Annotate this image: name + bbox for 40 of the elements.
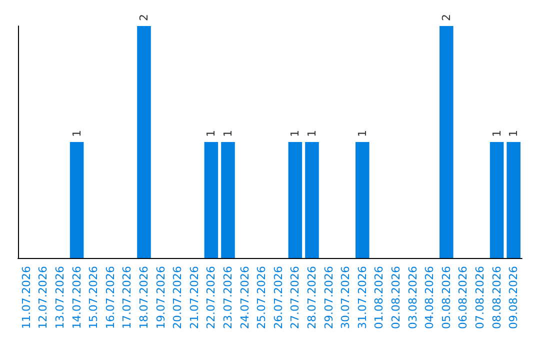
data-label: 2 bbox=[440, 14, 453, 21]
data-label: 2 bbox=[138, 14, 150, 21]
data-label: 1 bbox=[222, 130, 234, 138]
data-label: 1 bbox=[507, 130, 520, 138]
x-tick-label: 27.07.2026 bbox=[288, 266, 302, 330]
x-tick-label: 25.07.2026 bbox=[255, 266, 268, 330]
x-tick-label: 31.07.2026 bbox=[356, 266, 369, 330]
x-tick-label: 20.07.2026 bbox=[171, 266, 184, 330]
data-label: 1 bbox=[288, 130, 302, 138]
x-tick-label: 23.07.2026 bbox=[222, 266, 234, 330]
x-tick-label: 30.07.2026 bbox=[339, 266, 352, 330]
data-label: 1 bbox=[490, 130, 504, 138]
data-label: 1 bbox=[70, 130, 84, 138]
data-label: 1 bbox=[356, 130, 369, 138]
x-tick-label: 03.08.2026 bbox=[406, 266, 420, 330]
x-tick-label: 15.07.2026 bbox=[87, 266, 100, 330]
x-tick-label: 08.08.2026 bbox=[490, 266, 504, 330]
x-tick-label: 13.07.2026 bbox=[54, 266, 66, 330]
x-tick-label: 12.07.2026 bbox=[36, 266, 50, 330]
x-tick-label: 22.07.2026 bbox=[204, 266, 218, 330]
x-tick-label: 02.08.2026 bbox=[390, 266, 402, 330]
x-tick-label: 21.07.2026 bbox=[188, 266, 201, 330]
x-tick-label: 16.07.2026 bbox=[104, 266, 117, 330]
x-tick-label: 07.08.2026 bbox=[474, 266, 486, 330]
x-tick-label: 14.07.2026 bbox=[70, 266, 84, 330]
x-tick-label: 24.07.2026 bbox=[238, 266, 252, 330]
x-tick-label: 26.07.2026 bbox=[272, 266, 285, 330]
x-tick-label: 17.07.2026 bbox=[120, 266, 134, 330]
data-label: 1 bbox=[204, 130, 218, 138]
x-tick-label: 09.08.2026 bbox=[507, 266, 520, 330]
x-tick-label: 29.07.2026 bbox=[322, 266, 336, 330]
x-tick-label: 11.07.2026 bbox=[20, 266, 33, 330]
x-tick-label: 06.08.2026 bbox=[456, 266, 470, 330]
x-tick-label: 05.08.2026 bbox=[440, 266, 453, 330]
data-label: 1 bbox=[306, 130, 318, 138]
x-tick-label: 01.08.2026 bbox=[372, 266, 386, 330]
x-tick-label: 28.07.2026 bbox=[306, 266, 318, 330]
x-tick-label: 04.08.2026 bbox=[423, 266, 436, 330]
x-tick-label: 18.07.2026 bbox=[138, 266, 150, 330]
x-tick-label: 19.07.2026 bbox=[154, 266, 168, 330]
